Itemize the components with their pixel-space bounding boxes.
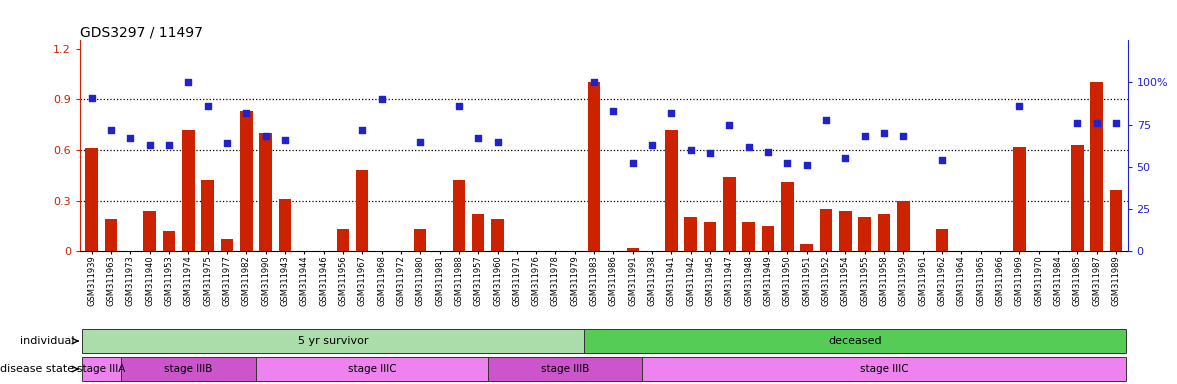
Bar bbox=[820, 209, 832, 251]
Bar bbox=[839, 211, 852, 251]
Point bbox=[739, 144, 758, 150]
Bar bbox=[105, 219, 118, 251]
Bar bbox=[1110, 190, 1122, 251]
Point bbox=[720, 122, 739, 128]
Point bbox=[624, 161, 643, 167]
Bar bbox=[82, 357, 120, 381]
Bar bbox=[144, 211, 155, 251]
Bar bbox=[491, 219, 504, 251]
Point bbox=[372, 96, 391, 103]
Bar bbox=[337, 229, 350, 251]
Point bbox=[198, 103, 217, 109]
Point bbox=[237, 110, 255, 116]
Bar bbox=[665, 130, 678, 251]
Text: deceased: deceased bbox=[829, 336, 882, 346]
Bar bbox=[723, 177, 736, 251]
Bar bbox=[936, 229, 949, 251]
Point bbox=[895, 133, 913, 139]
Point bbox=[604, 108, 623, 114]
Text: disease state: disease state bbox=[0, 364, 74, 374]
Text: stage IIIB: stage IIIB bbox=[541, 364, 590, 374]
Bar bbox=[120, 357, 255, 381]
Point bbox=[836, 155, 855, 161]
Bar bbox=[487, 357, 643, 381]
Bar bbox=[453, 180, 465, 251]
Bar bbox=[782, 182, 793, 251]
Point bbox=[257, 133, 275, 139]
Point bbox=[817, 116, 836, 122]
Point bbox=[1088, 120, 1106, 126]
Point bbox=[353, 127, 372, 133]
Point bbox=[468, 135, 487, 141]
Point bbox=[932, 157, 951, 163]
Text: 5 yr survivor: 5 yr survivor bbox=[298, 336, 368, 346]
Bar bbox=[587, 83, 600, 251]
Bar bbox=[259, 133, 272, 251]
Bar bbox=[1090, 83, 1103, 251]
Legend: log2 ratio, percentile rank within the sample: log2 ratio, percentile rank within the s… bbox=[98, 381, 312, 384]
Bar bbox=[762, 226, 774, 251]
Bar bbox=[472, 214, 485, 251]
Bar bbox=[255, 357, 487, 381]
Text: stage IIIA: stage IIIA bbox=[78, 364, 126, 374]
Text: individual: individual bbox=[20, 336, 74, 346]
Bar bbox=[704, 222, 717, 251]
Bar bbox=[1013, 147, 1025, 251]
Point bbox=[218, 140, 237, 146]
Text: stage IIIC: stage IIIC bbox=[859, 364, 909, 374]
Point bbox=[643, 142, 661, 148]
Point bbox=[1106, 120, 1125, 126]
Point bbox=[160, 142, 179, 148]
Point bbox=[179, 79, 198, 86]
Bar bbox=[355, 170, 368, 251]
Point bbox=[101, 127, 120, 133]
Point bbox=[1068, 120, 1086, 126]
Point bbox=[140, 142, 159, 148]
Point bbox=[488, 139, 507, 145]
Bar bbox=[858, 217, 871, 251]
Bar bbox=[878, 214, 890, 251]
Point bbox=[661, 110, 680, 116]
Bar bbox=[585, 329, 1125, 353]
Bar bbox=[82, 329, 585, 353]
Point bbox=[856, 133, 875, 139]
Point bbox=[700, 150, 719, 156]
Point bbox=[759, 149, 778, 155]
Text: GDS3297 / 11497: GDS3297 / 11497 bbox=[80, 25, 202, 39]
Bar bbox=[162, 231, 175, 251]
Point bbox=[82, 94, 101, 101]
Bar bbox=[220, 239, 233, 251]
Bar bbox=[685, 217, 697, 251]
Point bbox=[585, 79, 604, 86]
Text: stage IIIC: stage IIIC bbox=[347, 364, 397, 374]
Bar bbox=[800, 244, 813, 251]
Bar bbox=[279, 199, 291, 251]
Bar bbox=[743, 222, 754, 251]
Bar bbox=[897, 200, 910, 251]
Bar bbox=[240, 111, 253, 251]
Point bbox=[275, 137, 294, 143]
Point bbox=[411, 139, 430, 145]
Point bbox=[797, 162, 816, 168]
Point bbox=[450, 103, 468, 109]
Bar bbox=[201, 180, 214, 251]
Point bbox=[681, 147, 700, 153]
Point bbox=[875, 130, 893, 136]
Point bbox=[1010, 103, 1029, 109]
Bar bbox=[414, 229, 426, 251]
Bar bbox=[1071, 145, 1084, 251]
Bar bbox=[643, 357, 1125, 381]
Point bbox=[778, 161, 797, 167]
Text: stage IIIB: stage IIIB bbox=[164, 364, 213, 374]
Bar bbox=[182, 130, 194, 251]
Bar bbox=[626, 248, 639, 251]
Point bbox=[121, 135, 140, 141]
Bar bbox=[86, 148, 98, 251]
